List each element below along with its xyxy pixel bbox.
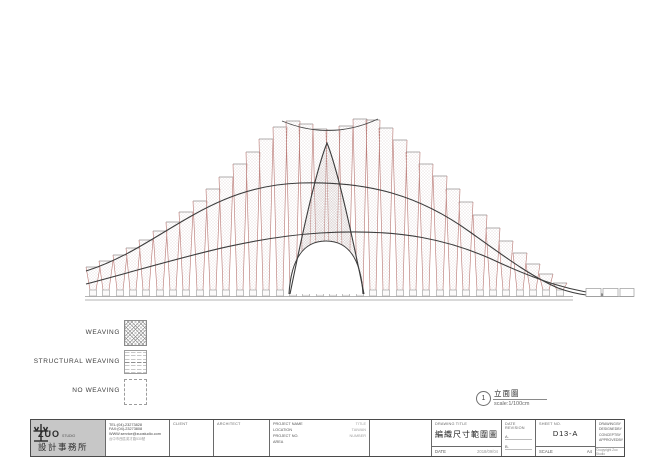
revision-row-a: A. xyxy=(505,430,532,440)
firm-name-cn: 設計事務所 xyxy=(38,441,89,452)
contact-tel: TEL:(04)-23273828 xyxy=(109,422,142,427)
legend-swatch-weaving xyxy=(124,320,147,346)
project-no-label: PROJECT NO. xyxy=(273,433,299,438)
client-cell: CLIENT xyxy=(169,420,213,456)
scale-value: A4 xyxy=(586,449,592,454)
architect-cell: ARCHITECT xyxy=(213,420,269,456)
weaving-strips xyxy=(85,118,568,297)
credit-row: APPROVED BY xyxy=(599,437,624,442)
scale-row: SCALE A4 xyxy=(536,446,595,456)
project-name-value: TITLE xyxy=(355,422,366,426)
firm-name: ZUO xyxy=(38,429,60,439)
contact-web: WWW.service@zuostudio.com xyxy=(109,432,161,437)
legend-label-structural-weaving: STRUCTURAL WEAVING xyxy=(33,358,120,365)
contact-cell: TEL:(04)-23273828 FAX:(04)-23273808 WWW.… xyxy=(105,420,169,456)
revision-row-b: B. xyxy=(505,440,532,450)
location-value: TAIWAN xyxy=(351,427,366,432)
location-label: LOCATION xyxy=(273,427,293,432)
legend-label-no-weaving: NO WEAVING xyxy=(72,387,120,394)
date-value: 2018/09/04 xyxy=(477,449,498,454)
ground-line xyxy=(85,288,635,301)
view-number-bubble: 1 xyxy=(476,391,491,406)
project-row: PROJECT NAME TITLE xyxy=(270,422,369,428)
project-row: AREA xyxy=(270,440,369,446)
client-label: CLIENT xyxy=(173,422,188,426)
drawing-title-cell: DRAWING TITLE 編織尺寸範圍圖 DATE 2018/09/04 xyxy=(431,420,501,456)
view-title: 立面圖 xyxy=(494,389,520,398)
project-no-value: NUMBER xyxy=(349,433,366,438)
contact-fax: FAX:(04)-23273808 xyxy=(109,427,143,432)
revision-cell: DATE REVISION A. B. xyxy=(501,420,535,456)
sheet-no-value: D13-A xyxy=(552,429,579,438)
sheet-cell: SHEET NO. D13-A SCALE A4 xyxy=(535,420,595,456)
zuo-logo-icon xyxy=(33,424,49,442)
legend-swatch-no-weaving xyxy=(124,379,147,405)
project-row: PROJECT NO. NUMBER xyxy=(270,434,369,440)
upper-sweep-curve xyxy=(85,182,609,297)
firm-logo-cell: ZUO STUDIO 設計事務所 xyxy=(31,420,105,456)
project-cell: PROJECT NAME TITLE LOCATION TAIWAN PROJE… xyxy=(269,420,369,456)
view-scale: scale:1/100cm xyxy=(494,401,530,407)
date-label: DATE xyxy=(435,449,446,454)
credit-row: DESIGNED BY xyxy=(599,427,622,432)
scale-label: SCALE xyxy=(539,449,553,454)
legend-swatch-structural-weaving xyxy=(124,350,147,374)
view-number: 1 xyxy=(481,395,486,402)
revision-label: DATE REVISION xyxy=(505,422,525,430)
firm-name-suffix: STUDIO xyxy=(62,434,76,438)
date-row: DATE 2018/09/04 xyxy=(432,446,501,456)
drawing-title-value: 編織尺寸範圍圖 xyxy=(435,430,498,439)
project-row: LOCATION TAIWAN xyxy=(270,428,369,434)
credit-row: DRAWING BY xyxy=(599,422,621,426)
credit-row: CONCEPT BY xyxy=(599,432,621,437)
project-name-label: PROJECT NAME xyxy=(273,422,303,426)
spare-cell xyxy=(369,420,431,456)
credits-cell: DRAWING BY DESIGNED BY CONCEPT BY APPROVED B… xyxy=(595,420,624,456)
lower-sweep-curve xyxy=(85,231,611,296)
area-label: AREA xyxy=(273,439,284,444)
drawing-title-label: DRAWING TITLE xyxy=(435,422,468,426)
contact-address: 台中市西區英才路530號 xyxy=(109,437,146,442)
crown-saddle-curve xyxy=(281,118,379,131)
copyright-text: ©copyright Zuo Studio xyxy=(596,447,624,456)
sheet-no-label: SHEET NO. xyxy=(539,422,562,426)
architect-label: ARCHITECT xyxy=(217,422,241,426)
legend-label-weaving: WEAVING xyxy=(85,329,120,336)
view-title-underline xyxy=(493,399,547,400)
title-block: ZUO STUDIO 設計事務所 TEL:(04)-23273828 FAX:(0… xyxy=(30,419,625,457)
